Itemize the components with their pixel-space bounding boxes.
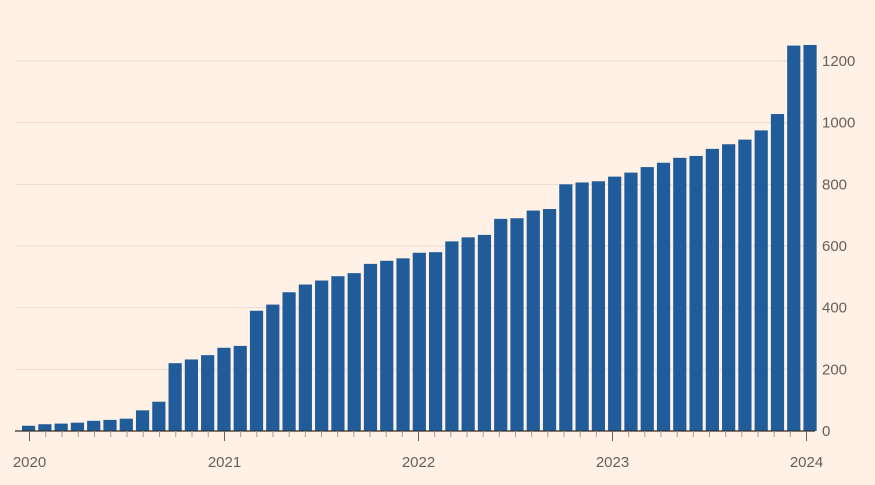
- bar: [380, 260, 394, 431]
- y-tick-label: 0: [822, 423, 830, 440]
- bar: [542, 209, 557, 431]
- y-tick-label: 600: [822, 238, 847, 255]
- bar: [119, 418, 133, 431]
- bar: [331, 276, 345, 431]
- bar: [429, 252, 443, 431]
- bar: [477, 234, 492, 431]
- bar: [510, 218, 524, 431]
- y-tick-label: 400: [822, 300, 847, 317]
- bar: [526, 210, 540, 431]
- bar: [103, 419, 117, 431]
- x-tick-label: 2020: [13, 454, 46, 471]
- bar: [233, 345, 247, 431]
- bar: [249, 310, 264, 431]
- y-tick-label: 1200: [822, 53, 855, 70]
- bar: [54, 423, 68, 431]
- x-tick-label: 2023: [596, 454, 629, 471]
- x-tick-label: 2022: [402, 454, 435, 471]
- bar: [70, 422, 85, 431]
- bar: [575, 182, 589, 431]
- y-tick-label: 1000: [822, 115, 855, 132]
- x-tick-label: 2024: [790, 454, 823, 471]
- bar: [315, 280, 329, 431]
- bar: [396, 258, 410, 431]
- y-tick-label: 200: [822, 361, 847, 378]
- bar: [22, 425, 36, 431]
- bar: [494, 218, 508, 431]
- bars: [22, 44, 817, 432]
- x-axis-ticks: 2020 2021 2022 2023 2024: [13, 431, 823, 471]
- bar: [168, 363, 182, 431]
- bar: [705, 148, 719, 432]
- bar: [201, 355, 215, 431]
- bar: [298, 284, 312, 431]
- bar: [608, 176, 622, 432]
- bar: [412, 252, 426, 431]
- bar: [787, 45, 801, 431]
- bar: [217, 347, 231, 431]
- bar: [803, 44, 817, 431]
- bar: [266, 304, 280, 431]
- bar: [624, 172, 638, 431]
- y-axis-ticks: 0 200 400 600 800 1000 1200: [822, 53, 855, 440]
- bar: [722, 144, 736, 431]
- bar: [184, 359, 198, 431]
- bar: [363, 263, 378, 431]
- bar: [591, 181, 605, 431]
- bar: [135, 410, 150, 431]
- bar: [152, 401, 166, 431]
- bar: [689, 155, 703, 431]
- y-tick-label: 800: [822, 176, 847, 193]
- bar: [38, 424, 52, 431]
- bar: [445, 241, 459, 432]
- bar: [640, 167, 654, 431]
- bar: [347, 273, 361, 431]
- bar: [673, 157, 687, 431]
- x-tick-label: 2021: [208, 454, 241, 471]
- bar: [282, 292, 296, 431]
- bar: [738, 139, 752, 432]
- bar: [559, 184, 573, 431]
- bar: [656, 162, 671, 431]
- bar: [754, 130, 768, 432]
- bar: [87, 420, 101, 431]
- bar: [770, 114, 785, 431]
- bar: [461, 237, 475, 431]
